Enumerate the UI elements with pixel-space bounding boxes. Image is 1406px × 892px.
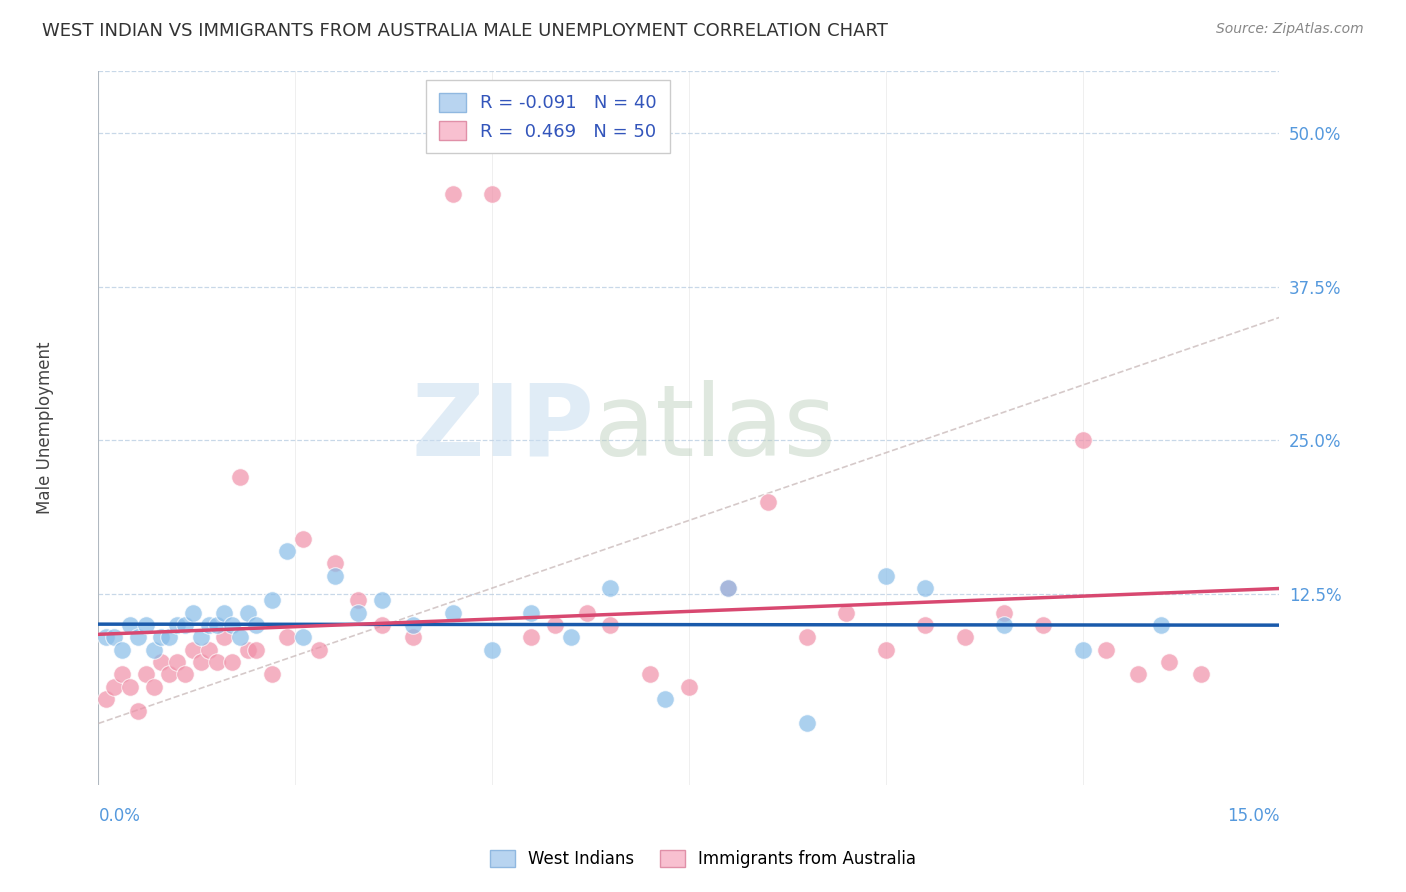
- Point: [796, 630, 818, 644]
- Point: [520, 606, 543, 620]
- Point: [174, 618, 197, 632]
- Point: [756, 495, 779, 509]
- Point: [371, 618, 394, 632]
- Point: [323, 557, 346, 571]
- Point: [150, 655, 173, 669]
- Point: [1095, 642, 1118, 657]
- Text: ZIP: ZIP: [412, 380, 595, 476]
- Point: [111, 667, 134, 681]
- Point: [481, 642, 503, 657]
- Point: [560, 630, 582, 644]
- Point: [308, 642, 330, 657]
- Point: [157, 630, 180, 644]
- Point: [599, 581, 621, 595]
- Point: [575, 606, 598, 620]
- Point: [914, 581, 936, 595]
- Point: [96, 691, 118, 706]
- Point: [276, 544, 298, 558]
- Point: [181, 606, 204, 620]
- Point: [914, 618, 936, 632]
- Point: [245, 618, 267, 632]
- Point: [190, 630, 212, 644]
- Point: [1071, 434, 1094, 448]
- Point: [229, 470, 252, 484]
- Text: atlas: atlas: [595, 380, 837, 476]
- Point: [1189, 667, 1212, 681]
- Point: [1150, 618, 1173, 632]
- Point: [142, 680, 165, 694]
- Point: [544, 618, 567, 632]
- Text: Source: ZipAtlas.com: Source: ZipAtlas.com: [1216, 22, 1364, 37]
- Point: [1126, 667, 1149, 681]
- Point: [796, 716, 818, 731]
- Point: [347, 593, 370, 607]
- Point: [875, 569, 897, 583]
- Point: [103, 630, 125, 644]
- Point: [190, 655, 212, 669]
- Point: [599, 618, 621, 632]
- Point: [441, 606, 464, 620]
- Point: [654, 691, 676, 706]
- Point: [1032, 618, 1054, 632]
- Point: [260, 667, 283, 681]
- Text: WEST INDIAN VS IMMIGRANTS FROM AUSTRALIA MALE UNEMPLOYMENT CORRELATION CHART: WEST INDIAN VS IMMIGRANTS FROM AUSTRALIA…: [42, 22, 889, 40]
- Legend: West Indians, Immigrants from Australia: West Indians, Immigrants from Australia: [484, 843, 922, 875]
- Point: [103, 680, 125, 694]
- Point: [205, 655, 228, 669]
- Point: [402, 618, 425, 632]
- Point: [638, 667, 661, 681]
- Point: [205, 618, 228, 632]
- Point: [150, 630, 173, 644]
- Point: [441, 187, 464, 202]
- Point: [197, 642, 219, 657]
- Point: [371, 593, 394, 607]
- Point: [135, 667, 157, 681]
- Point: [260, 593, 283, 607]
- Point: [118, 680, 141, 694]
- Point: [236, 606, 259, 620]
- Point: [166, 618, 188, 632]
- Point: [402, 630, 425, 644]
- Point: [96, 630, 118, 644]
- Point: [221, 655, 243, 669]
- Point: [292, 630, 315, 644]
- Point: [520, 630, 543, 644]
- Point: [292, 532, 315, 546]
- Point: [1159, 655, 1181, 669]
- Point: [717, 581, 740, 595]
- Point: [236, 642, 259, 657]
- Point: [118, 618, 141, 632]
- Point: [221, 618, 243, 632]
- Point: [214, 630, 236, 644]
- Point: [245, 642, 267, 657]
- Point: [197, 618, 219, 632]
- Text: 0.0%: 0.0%: [98, 807, 141, 825]
- Point: [157, 667, 180, 681]
- Point: [214, 606, 236, 620]
- Point: [181, 642, 204, 657]
- Point: [174, 667, 197, 681]
- Point: [717, 581, 740, 595]
- Point: [323, 569, 346, 583]
- Point: [835, 606, 858, 620]
- Point: [875, 642, 897, 657]
- Point: [166, 655, 188, 669]
- Point: [142, 642, 165, 657]
- Legend: R = -0.091   N = 40, R =  0.469   N = 50: R = -0.091 N = 40, R = 0.469 N = 50: [426, 80, 669, 153]
- Text: 15.0%: 15.0%: [1227, 807, 1279, 825]
- Point: [347, 606, 370, 620]
- Point: [993, 618, 1015, 632]
- Point: [127, 704, 149, 718]
- Point: [1071, 642, 1094, 657]
- Point: [276, 630, 298, 644]
- Point: [229, 630, 252, 644]
- Point: [135, 618, 157, 632]
- Text: Male Unemployment: Male Unemployment: [37, 342, 55, 515]
- Point: [678, 680, 700, 694]
- Point: [111, 642, 134, 657]
- Point: [481, 187, 503, 202]
- Point: [127, 630, 149, 644]
- Point: [953, 630, 976, 644]
- Point: [993, 606, 1015, 620]
